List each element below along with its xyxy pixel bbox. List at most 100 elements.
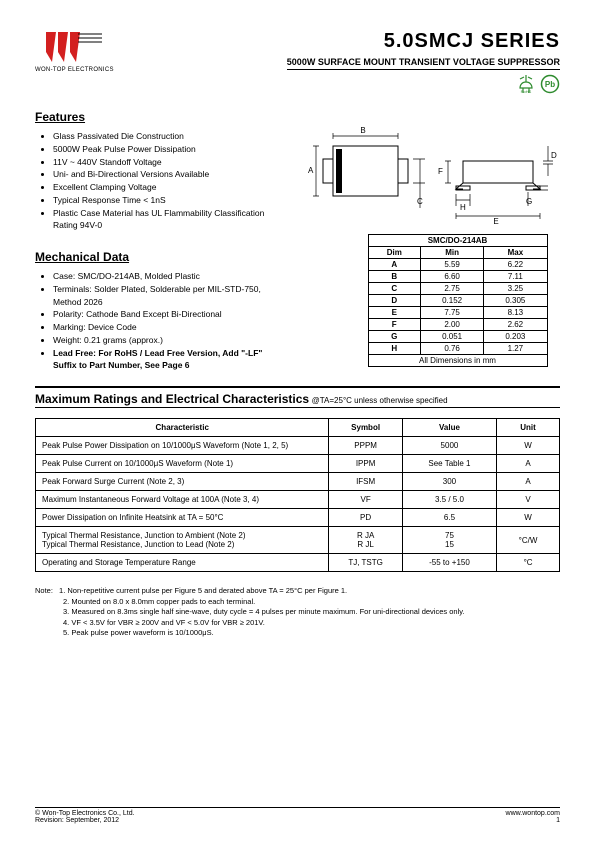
ratings-cell: A <box>497 455 560 473</box>
dim-cell: 0.051 <box>421 331 484 343</box>
ratings-row: Typical Thermal Resistance, Junction to … <box>36 527 560 554</box>
ratings-cell: PPPM <box>329 437 402 455</box>
ratings-header: Unit <box>497 419 560 437</box>
company-logo-icon <box>44 30 104 65</box>
ratings-cell: A <box>497 473 560 491</box>
company-name: WON-TOP ELECTRONICS <box>35 67 114 73</box>
dim-cell: 2.00 <box>421 319 484 331</box>
features-item: Glass Passivated Die Construction <box>53 130 288 143</box>
ratings-row: Peak Pulse Current on 10/1000μS Waveform… <box>36 455 560 473</box>
dimensions-table: SMC/DO-214AB DimMinMax A5.596.22B6.607.1… <box>368 234 548 367</box>
mechanical-item: Marking: Device Code <box>53 321 288 334</box>
ratings-cell: Maximum Instantaneous Forward Voltage at… <box>36 491 329 509</box>
dim-row: F2.002.62 <box>368 319 547 331</box>
dim-cell: H <box>368 343 421 355</box>
ratings-cell: 5000 <box>402 437 496 455</box>
features-item: Excellent Clamping Voltage <box>53 181 288 194</box>
mechanical-item: Case: SMC/DO-214AB, Molded Plastic <box>53 270 288 283</box>
ratings-cell: V <box>497 491 560 509</box>
dim-cell: 1.27 <box>484 343 547 355</box>
dim-header: Max <box>484 247 547 259</box>
svg-text:G: G <box>526 197 532 206</box>
svg-text:H: H <box>460 203 466 212</box>
ratings-cell: PD <box>329 509 402 527</box>
dim-cell: F <box>368 319 421 331</box>
dim-cell: 2.62 <box>484 319 547 331</box>
ratings-cell: Power Dissipation on Infinite Heatsink a… <box>36 509 329 527</box>
dim-cell: C <box>368 283 421 295</box>
dim-table-caption: SMC/DO-214AB <box>368 235 547 247</box>
svg-text:RoHS: RoHS <box>521 89 532 94</box>
notes-label: Note: <box>35 586 53 595</box>
footer-url: www.wontop.com <box>506 810 560 817</box>
features-item: 11V ~ 440V Standoff Voltage <box>53 156 288 169</box>
dim-header: Min <box>421 247 484 259</box>
mechanical-list: Case: SMC/DO-214AB, Molded PlasticTermin… <box>35 270 288 372</box>
ratings-cell: °C <box>497 554 560 572</box>
ratings-header: Value <box>402 419 496 437</box>
features-item: Plastic Case Material has UL Flammabilit… <box>53 207 288 233</box>
ratings-cell: See Table 1 <box>402 455 496 473</box>
dim-cell: 0.76 <box>421 343 484 355</box>
dim-cell: 0.305 <box>484 295 547 307</box>
ratings-cell: VF <box>329 491 402 509</box>
dim-cell: G <box>368 331 421 343</box>
dim-cell: 7.75 <box>421 307 484 319</box>
features-heading: Features <box>35 110 288 124</box>
ratings-cell: 6.5 <box>402 509 496 527</box>
ratings-row: Power Dissipation on Infinite Heatsink a… <box>36 509 560 527</box>
features-list: Glass Passivated Die Construction5000W P… <box>35 130 288 232</box>
features-item: 5000W Peak Pulse Power Dissipation <box>53 143 288 156</box>
page-footer: © Won-Top Electronics Co., Ltd. Revision… <box>35 807 560 824</box>
dim-cell: D <box>368 295 421 307</box>
features-item: Uni- and Bi-Directional Versions Availab… <box>53 168 288 181</box>
ratings-row: Peak Forward Surge Current (Note 2, 3)IF… <box>36 473 560 491</box>
note-item: 5. Peak pulse power waveform is 10/1000μ… <box>63 628 560 639</box>
ratings-cell: W <box>497 437 560 455</box>
ratings-cell: Typical Thermal Resistance, Junction to … <box>36 527 329 554</box>
svg-text:B: B <box>360 126 365 135</box>
ratings-cell: 75 15 <box>402 527 496 554</box>
mechanical-heading: Mechanical Data <box>35 250 288 264</box>
footer-page: 1 <box>506 817 560 824</box>
dim-cell: 6.60 <box>421 271 484 283</box>
ratings-table: CharacteristicSymbolValueUnit Peak Pulse… <box>35 418 560 572</box>
dim-row: D0.1520.305 <box>368 295 547 307</box>
ratings-cell: IPPM <box>329 455 402 473</box>
dim-header: Dim <box>368 247 421 259</box>
mechanical-item: Terminals: Solder Plated, Solderable per… <box>53 283 288 309</box>
ratings-cell: Peak Forward Surge Current (Note 2, 3) <box>36 473 329 491</box>
ratings-cell: °C/W <box>497 527 560 554</box>
dim-row: E7.758.13 <box>368 307 547 319</box>
notes-block: Note: 1. Non-repetitive current pulse pe… <box>35 586 560 639</box>
ratings-cell: -55 to +150 <box>402 554 496 572</box>
svg-text:Pb: Pb <box>545 80 555 89</box>
dim-row: A5.596.22 <box>368 259 547 271</box>
ratings-heading: Maximum Ratings and Electrical Character… <box>35 392 309 406</box>
dim-row: B6.607.11 <box>368 271 547 283</box>
footer-copyright: © Won-Top Electronics Co., Ltd. <box>35 810 135 817</box>
dim-cell: E <box>368 307 421 319</box>
series-subtitle: 5000W SURFACE MOUNT TRANSIENT VOLTAGE SU… <box>287 57 560 70</box>
features-item: Typical Response Time < 1nS <box>53 194 288 207</box>
svg-text:D: D <box>551 151 557 160</box>
header: WON-TOP ELECTRONICS 5.0SMCJ SERIES 5000W… <box>35 30 560 94</box>
dim-cell: 7.11 <box>484 271 547 283</box>
dim-cell: 5.59 <box>421 259 484 271</box>
dim-cell: 6.22 <box>484 259 547 271</box>
dim-cell: 2.75 <box>421 283 484 295</box>
svg-text:F: F <box>438 167 443 176</box>
svg-text:E: E <box>493 217 498 226</box>
ratings-header: Symbol <box>329 419 402 437</box>
mechanical-item: Weight: 0.21 grams (approx.) <box>53 334 288 347</box>
ratings-cell: IFSM <box>329 473 402 491</box>
pb-free-icon: Pb <box>540 74 560 94</box>
ratings-cell: R JA R JL <box>329 527 402 554</box>
ratings-cell: Peak Pulse Power Dissipation on 10/1000μ… <box>36 437 329 455</box>
note-item: 1. Non-repetitive current pulse per Figu… <box>59 586 347 595</box>
ratings-row: Operating and Storage Temperature RangeT… <box>36 554 560 572</box>
logo: WON-TOP ELECTRONICS <box>35 30 114 73</box>
ratings-cell: W <box>497 509 560 527</box>
dim-cell: A <box>368 259 421 271</box>
title-block: 5.0SMCJ SERIES 5000W SURFACE MOUNT TRANS… <box>287 30 560 94</box>
